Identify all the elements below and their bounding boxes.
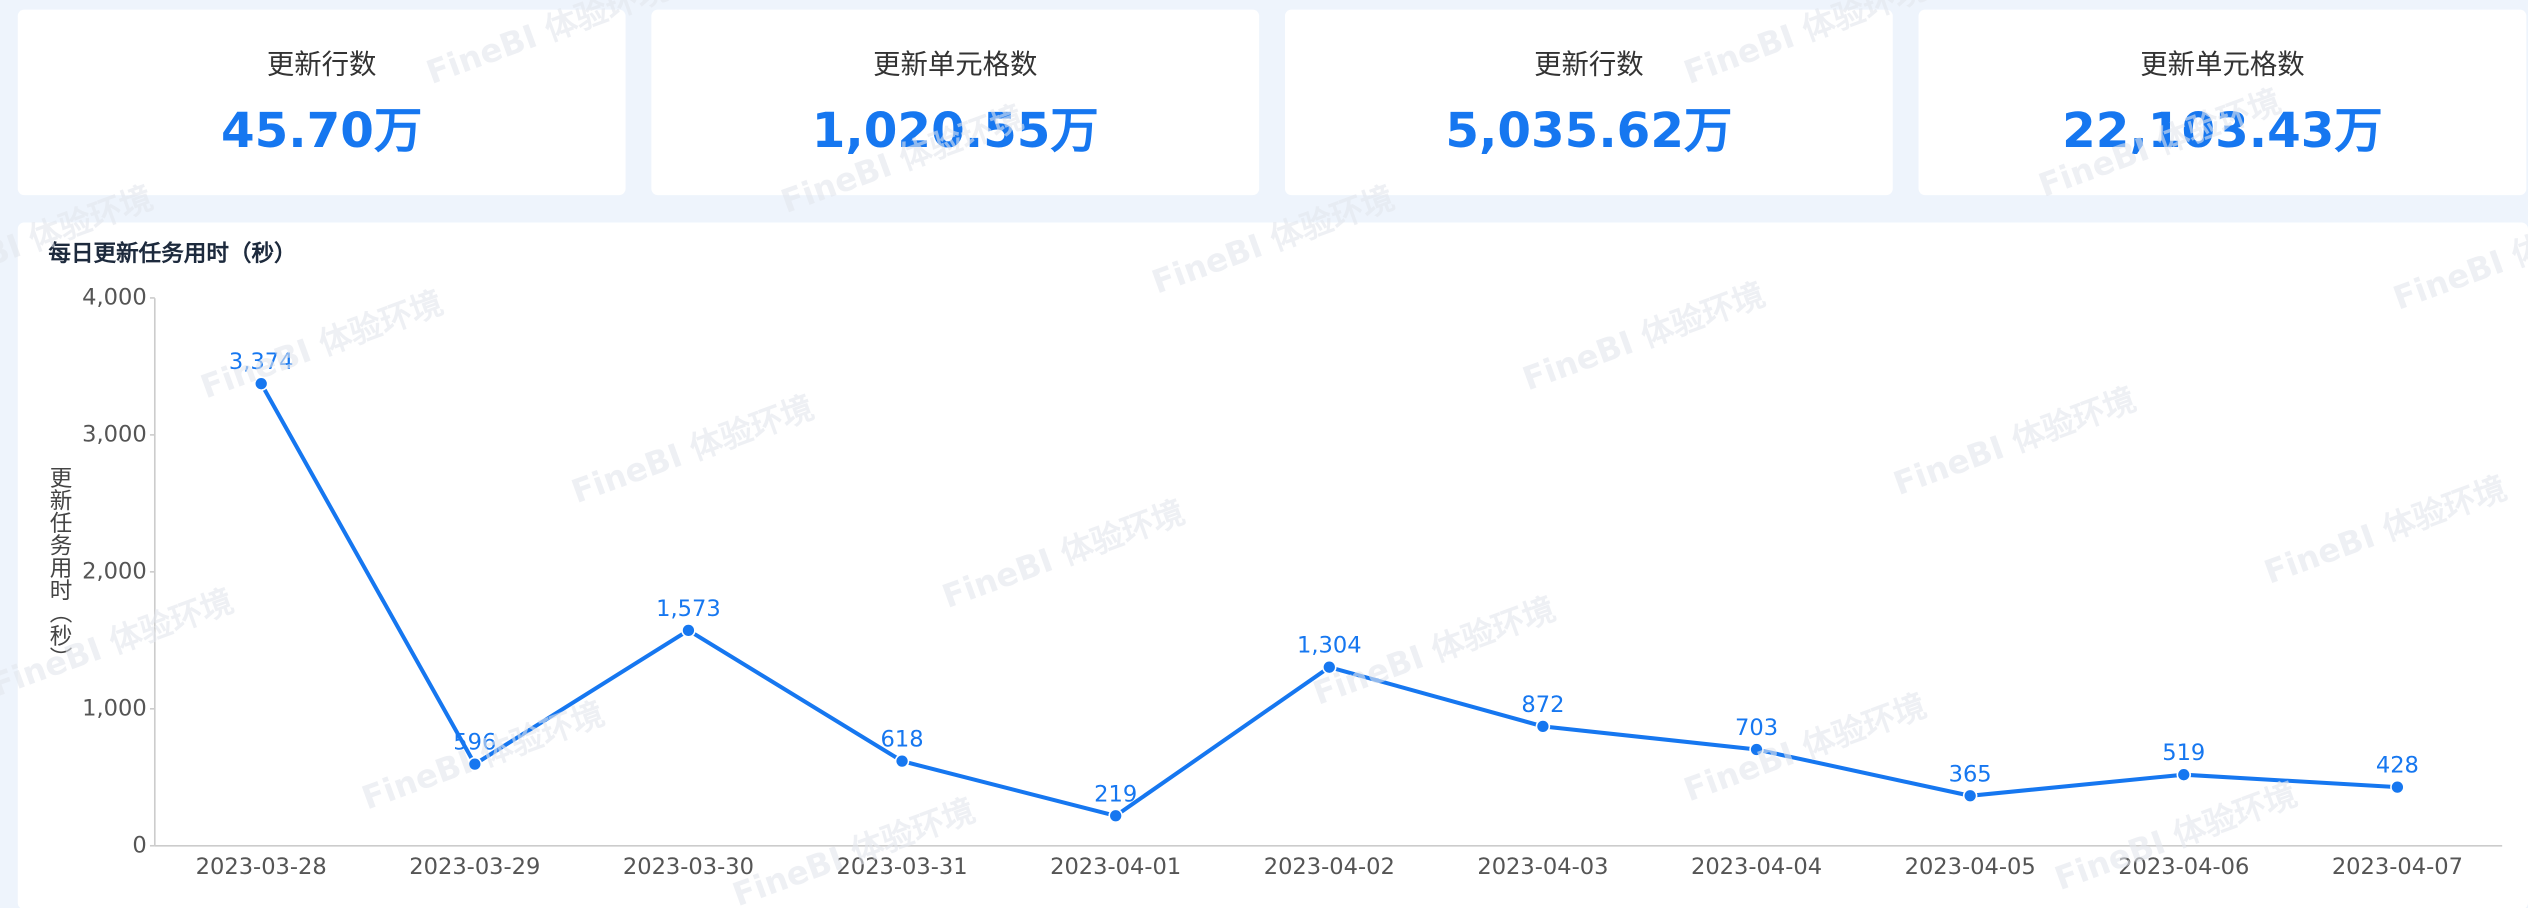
x-tick-label: 2023-03-28 <box>196 854 327 880</box>
x-tick-label: 2023-03-29 <box>409 854 540 880</box>
kpi-card <box>1284 9 1893 196</box>
kpi-value: 22,103.43万 <box>2062 103 2383 159</box>
x-tick-label: 2023-03-30 <box>623 854 754 880</box>
point <box>2390 779 2405 795</box>
x-tick-label: 2023-04-05 <box>1905 854 2036 880</box>
point <box>1535 719 1551 734</box>
x-tick-label: 2023-04-02 <box>1264 854 1395 880</box>
y-tick-label: 3,000 <box>82 421 147 447</box>
point <box>1962 788 1978 804</box>
value-label: 3,374 <box>229 349 294 375</box>
y-axis-label: 更新任务用时（秒） <box>46 466 72 669</box>
value-label: 1,304 <box>1297 633 1362 659</box>
chart-title: 每日更新任务用时（秒） <box>48 240 296 267</box>
point <box>894 753 910 769</box>
value-label: 618 <box>881 727 924 753</box>
kpi-card <box>17 9 626 196</box>
kpi-label: 更新行数 <box>267 50 377 81</box>
point <box>1322 659 1337 675</box>
value-label: 1,573 <box>656 596 721 622</box>
y-tick-label: 0 <box>132 832 146 858</box>
value-label: 219 <box>1094 781 1137 807</box>
x-tick-label: 2023-04-01 <box>1050 854 1181 880</box>
point <box>1108 808 1123 824</box>
x-tick-label: 2023-04-07 <box>2332 854 2463 880</box>
value-label: 428 <box>2376 753 2419 779</box>
value-label: 596 <box>453 730 496 756</box>
point <box>467 756 483 772</box>
value-label: 703 <box>1735 715 1778 741</box>
point <box>253 376 269 391</box>
y-tick-label: 1,000 <box>82 695 147 721</box>
value-label: 365 <box>1949 761 1992 787</box>
point <box>2176 767 2192 782</box>
x-tick-label: 2023-03-31 <box>836 854 967 880</box>
x-tick-label: 2023-04-04 <box>1691 854 1822 880</box>
kpi-value: 45.70万 <box>221 103 422 159</box>
x-tick-label: 2023-04-03 <box>1477 854 1608 880</box>
point <box>1749 742 1764 757</box>
value-label: 519 <box>2162 740 2205 766</box>
kpi-value: 1,020.55万 <box>812 103 1099 159</box>
x-tick-label: 2023-04-06 <box>2118 854 2249 880</box>
point <box>681 623 696 638</box>
kpi-value: 5,035.62万 <box>1445 103 1732 159</box>
value-label: 872 <box>1521 692 1564 718</box>
y-tick-label: 4,000 <box>82 284 147 310</box>
chart-panel <box>17 222 2528 908</box>
kpi-label: 更新单元格数 <box>2140 50 2304 81</box>
y-tick-label: 2,000 <box>82 558 147 584</box>
kpi-label: 更新行数 <box>1534 50 1644 81</box>
kpi-card <box>1918 9 2527 196</box>
kpi-label: 更新单元格数 <box>873 50 1037 81</box>
kpi-card <box>651 9 1260 196</box>
